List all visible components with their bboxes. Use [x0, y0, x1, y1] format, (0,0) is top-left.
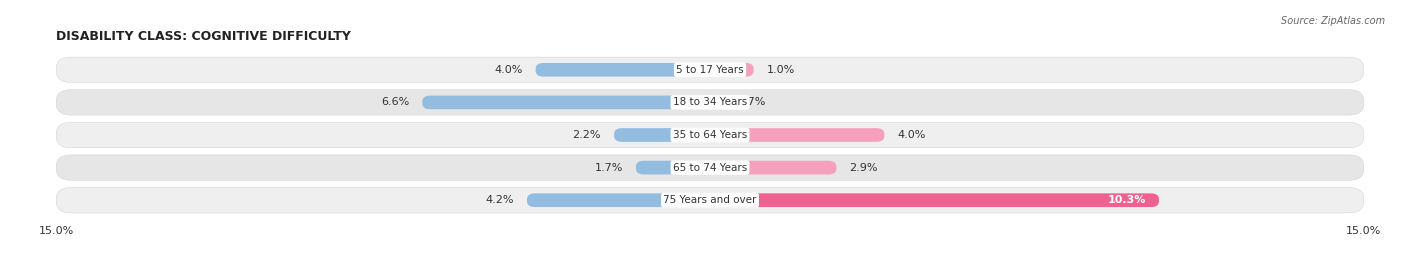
FancyBboxPatch shape	[527, 193, 710, 207]
FancyBboxPatch shape	[422, 96, 710, 109]
Text: 2.2%: 2.2%	[572, 130, 602, 140]
Text: 4.2%: 4.2%	[485, 195, 515, 205]
FancyBboxPatch shape	[536, 63, 710, 77]
Text: 10.3%: 10.3%	[1108, 195, 1146, 205]
Text: 18 to 34 Years: 18 to 34 Years	[673, 97, 747, 107]
FancyBboxPatch shape	[56, 122, 1364, 148]
Text: 0.17%: 0.17%	[731, 97, 766, 107]
FancyBboxPatch shape	[56, 155, 1364, 180]
Legend: Male, Female: Male, Female	[654, 269, 766, 270]
Text: 6.6%: 6.6%	[381, 97, 409, 107]
FancyBboxPatch shape	[710, 96, 718, 109]
Text: 2.9%: 2.9%	[849, 163, 877, 173]
FancyBboxPatch shape	[614, 128, 710, 142]
Text: 4.0%: 4.0%	[897, 130, 925, 140]
FancyBboxPatch shape	[56, 90, 1364, 115]
FancyBboxPatch shape	[710, 161, 837, 174]
Text: 4.0%: 4.0%	[495, 65, 523, 75]
Text: Source: ZipAtlas.com: Source: ZipAtlas.com	[1281, 16, 1385, 26]
FancyBboxPatch shape	[56, 57, 1364, 83]
Text: 65 to 74 Years: 65 to 74 Years	[673, 163, 747, 173]
FancyBboxPatch shape	[56, 187, 1364, 213]
Text: 5 to 17 Years: 5 to 17 Years	[676, 65, 744, 75]
Text: DISABILITY CLASS: COGNITIVE DIFFICULTY: DISABILITY CLASS: COGNITIVE DIFFICULTY	[56, 30, 352, 43]
Text: 1.0%: 1.0%	[766, 65, 794, 75]
FancyBboxPatch shape	[710, 193, 1159, 207]
Text: 1.7%: 1.7%	[595, 163, 623, 173]
FancyBboxPatch shape	[636, 161, 710, 174]
Text: 75 Years and over: 75 Years and over	[664, 195, 756, 205]
FancyBboxPatch shape	[710, 63, 754, 77]
Text: 35 to 64 Years: 35 to 64 Years	[673, 130, 747, 140]
FancyBboxPatch shape	[710, 128, 884, 142]
